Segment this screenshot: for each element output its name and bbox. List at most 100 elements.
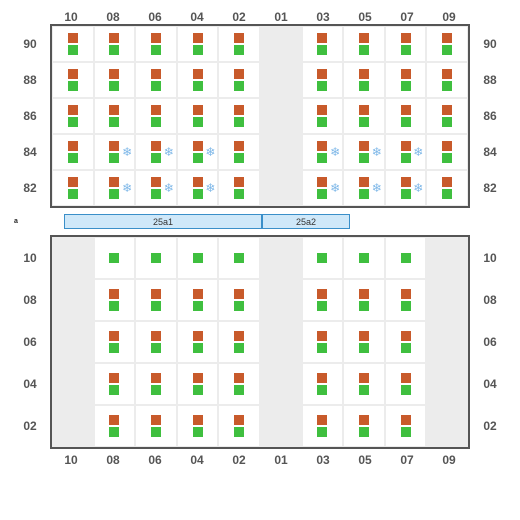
rack-cell[interactable] — [427, 135, 467, 169]
rack-cell[interactable]: ❄ — [95, 135, 135, 169]
rack-cell[interactable] — [219, 238, 259, 278]
rack-cell[interactable]: ❄ — [303, 171, 343, 205]
rack-cell[interactable] — [427, 63, 467, 97]
rack-cell[interactable] — [95, 322, 135, 362]
rack-cell[interactable] — [219, 99, 259, 133]
status-orange — [234, 289, 244, 299]
rack-cell[interactable]: ❄ — [344, 171, 384, 205]
section-bar[interactable]: 25a1 — [64, 214, 262, 229]
rack-cell[interactable]: ❄ — [178, 135, 218, 169]
status-green — [68, 117, 78, 127]
status-orange — [401, 331, 411, 341]
rack-cell[interactable] — [344, 238, 384, 278]
rack-cell[interactable] — [303, 406, 343, 446]
rack-cell[interactable] — [95, 63, 135, 97]
rack-cell[interactable] — [95, 99, 135, 133]
rack-cell[interactable] — [136, 280, 176, 320]
grid-row: 8686 — [52, 98, 468, 134]
rack-cell[interactable] — [219, 406, 259, 446]
rack-cell[interactable]: ❄ — [344, 135, 384, 169]
rack-cell[interactable] — [386, 99, 426, 133]
rack-cell[interactable] — [53, 135, 93, 169]
status-orange — [193, 373, 203, 383]
rack-cell[interactable] — [303, 99, 343, 133]
rack-cell[interactable] — [386, 406, 426, 446]
section-bar[interactable]: 25a2 — [262, 214, 350, 229]
rack-cell[interactable]: ❄ — [136, 135, 176, 169]
rack-cell[interactable] — [178, 27, 218, 61]
rack-cell[interactable] — [344, 364, 384, 404]
rack-cell[interactable] — [303, 63, 343, 97]
rack-cell[interactable] — [136, 63, 176, 97]
rack-cell[interactable]: ❄ — [178, 171, 218, 205]
status-orange — [109, 105, 119, 115]
rack-cell[interactable] — [53, 27, 93, 61]
rack-cell-empty — [53, 322, 93, 362]
rack-cell[interactable] — [427, 99, 467, 133]
rack-cell[interactable] — [136, 27, 176, 61]
rack-cell[interactable]: ❄ — [136, 171, 176, 205]
rack-cell[interactable] — [95, 238, 135, 278]
rack-cell[interactable] — [178, 406, 218, 446]
rack-cell[interactable] — [136, 322, 176, 362]
rack-cell[interactable] — [303, 27, 343, 61]
rack-cell[interactable] — [136, 364, 176, 404]
rack-cell[interactable] — [219, 27, 259, 61]
rack-cell[interactable] — [344, 280, 384, 320]
rack-cell[interactable] — [178, 364, 218, 404]
rack-cell[interactable] — [219, 364, 259, 404]
mid-bars: 25a125a2 — [22, 214, 510, 229]
rack-cell[interactable] — [386, 364, 426, 404]
status-green — [193, 385, 203, 395]
rack-cell[interactable] — [53, 99, 93, 133]
rack-cell[interactable] — [303, 322, 343, 362]
rack-cell[interactable] — [386, 63, 426, 97]
rack-cell[interactable] — [427, 171, 467, 205]
rack-cell[interactable] — [95, 27, 135, 61]
rack-cell[interactable] — [95, 406, 135, 446]
rack-cell[interactable] — [303, 238, 343, 278]
rack-cell[interactable] — [386, 280, 426, 320]
rack-cell[interactable] — [219, 135, 259, 169]
status-orange — [317, 373, 327, 383]
rack-cell[interactable]: ❄ — [95, 171, 135, 205]
rack-cell[interactable]: ❄ — [386, 171, 426, 205]
rack-cell[interactable] — [178, 280, 218, 320]
rack-cell[interactable] — [136, 99, 176, 133]
rack-cell[interactable] — [178, 99, 218, 133]
rack-cell[interactable] — [344, 63, 384, 97]
rack-cell[interactable] — [178, 322, 218, 362]
status-orange — [317, 69, 327, 79]
status-orange — [359, 289, 369, 299]
rack-cell[interactable] — [344, 99, 384, 133]
rack-cell[interactable] — [386, 27, 426, 61]
rack-cell[interactable] — [136, 406, 176, 446]
status-orange — [317, 177, 327, 187]
status-orange — [234, 415, 244, 425]
rack-cell[interactable] — [344, 27, 384, 61]
rack-cell[interactable] — [219, 171, 259, 205]
rack-cell[interactable] — [219, 322, 259, 362]
status-green — [109, 343, 119, 353]
rack-cell[interactable] — [53, 171, 93, 205]
snowflake-icon: ❄ — [330, 181, 340, 195]
rack-cell[interactable] — [178, 63, 218, 97]
rack-cell[interactable] — [386, 322, 426, 362]
status-green — [359, 301, 369, 311]
rack-cell[interactable] — [219, 63, 259, 97]
rack-cell[interactable] — [386, 238, 426, 278]
rack-cell[interactable] — [95, 280, 135, 320]
rack-cell[interactable] — [303, 280, 343, 320]
rack-cell[interactable]: ❄ — [386, 135, 426, 169]
rack-cell[interactable] — [53, 63, 93, 97]
rack-cell[interactable] — [136, 238, 176, 278]
rack-cell[interactable] — [344, 406, 384, 446]
rack-cell[interactable] — [178, 238, 218, 278]
rack-cell[interactable] — [219, 280, 259, 320]
rack-cell[interactable] — [344, 322, 384, 362]
rack-cell[interactable]: ❄ — [303, 135, 343, 169]
status-green — [359, 385, 369, 395]
rack-cell[interactable] — [427, 27, 467, 61]
rack-cell[interactable] — [95, 364, 135, 404]
rack-cell[interactable] — [303, 364, 343, 404]
